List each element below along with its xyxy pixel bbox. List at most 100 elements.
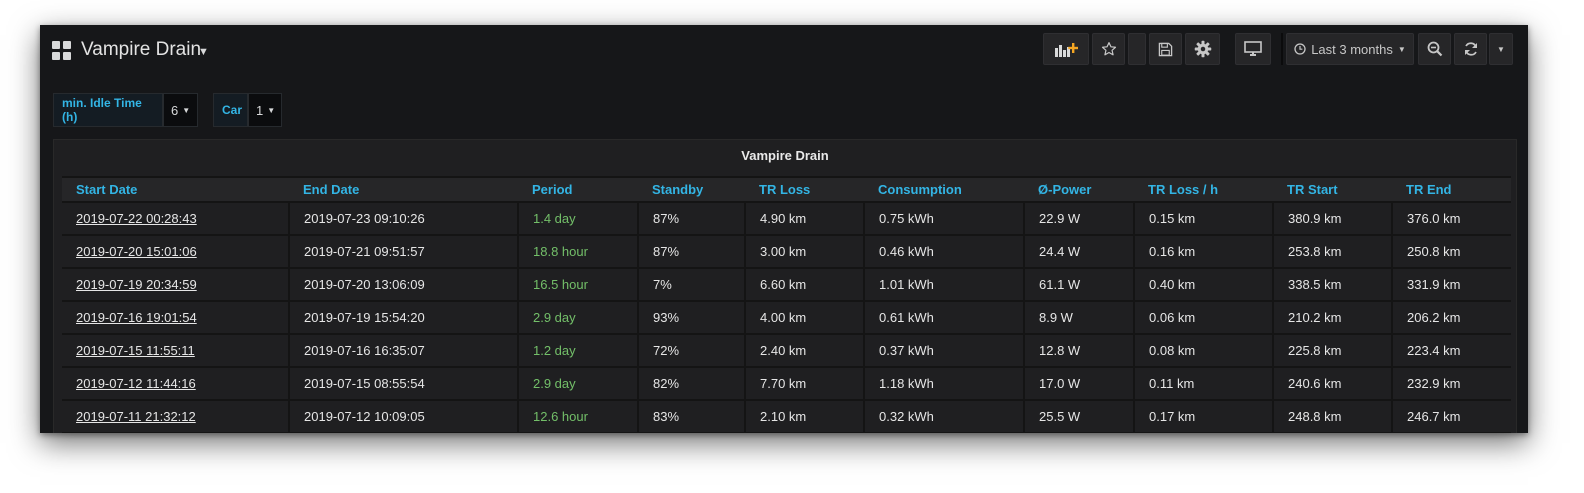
start-date-link[interactable]: 2019-07-22 00:28:43	[62, 202, 290, 236]
column-header-tr-start[interactable]: TR Start	[1273, 176, 1392, 203]
table-cell: 0.46 kWh	[864, 235, 1025, 269]
table-cell: 0.08 km	[1134, 334, 1274, 368]
column-header-end-date[interactable]: End Date	[289, 176, 518, 203]
table-cell: 3.00 km	[745, 235, 865, 269]
column-header-tr-loss[interactable]: TR Loss	[745, 176, 864, 203]
star-button[interactable]	[1092, 33, 1125, 65]
save-icon	[1158, 42, 1173, 56]
table-cell: 1.18 kWh	[864, 367, 1025, 401]
table-cell: 7%	[638, 268, 746, 302]
column-header-consumption[interactable]: Consumption	[864, 176, 1024, 203]
table-cell: 0.75 kWh	[864, 202, 1025, 236]
table-row: 2019-07-19 20:34:59 2019-07-20 13:06:09 …	[62, 268, 1511, 302]
table-header-row: Start Date End Date Period Standby TR Lo…	[62, 176, 1511, 203]
table-cell: 223.4 km	[1392, 334, 1511, 368]
add-panel-icon	[1055, 43, 1078, 57]
table-row: 2019-07-11 21:32:12 2019-07-12 10:09:05 …	[62, 400, 1511, 433]
settings-button[interactable]	[1185, 33, 1220, 65]
table-cell: 2019-07-20 13:06:09	[289, 268, 519, 302]
table-cell: 2019-07-16 16:35:07	[289, 334, 519, 368]
dashboard-grid-icon[interactable]	[52, 41, 72, 61]
table-cell: 0.06 km	[1134, 301, 1274, 335]
chevron-down-icon[interactable]: ▼	[198, 46, 209, 58]
chevron-down-icon: ▼	[1497, 44, 1505, 54]
table-cell: 6.60 km	[745, 268, 865, 302]
table-cell: 2.9 day	[518, 367, 639, 401]
table-cell: 206.2 km	[1392, 301, 1511, 335]
table-row: 2019-07-22 00:28:43 2019-07-23 09:10:26 …	[62, 202, 1511, 236]
table-cell: 0.40 km	[1134, 268, 1274, 302]
variable-select-idle-time[interactable]: 6 ▼	[163, 93, 198, 127]
panel-title[interactable]: Vampire Drain	[741, 148, 829, 163]
table-cell: 0.37 kWh	[864, 334, 1025, 368]
table-cell: 2019-07-12 10:09:05	[289, 400, 519, 433]
table-cell: 2019-07-19 15:54:20	[289, 301, 519, 335]
column-header-start-date[interactable]: Start Date	[62, 176, 289, 203]
table-cell: 0.32 kWh	[864, 400, 1025, 433]
table-cell: 87%	[638, 235, 746, 269]
table-row: 2019-07-20 15:01:06 2019-07-21 09:51:57 …	[62, 235, 1511, 269]
zoom-out-button[interactable]	[1418, 33, 1451, 65]
start-date-link[interactable]: 2019-07-20 15:01:06	[62, 235, 290, 269]
table-cell: 253.8 km	[1273, 235, 1393, 269]
table-cell: 1.01 kWh	[864, 268, 1025, 302]
variable-value-car: 1	[256, 102, 264, 118]
table-cell: 0.17 km	[1134, 400, 1274, 433]
start-date-link[interactable]: 2019-07-15 11:55:11	[62, 334, 290, 368]
table-cell: 380.9 km	[1273, 202, 1393, 236]
refresh-icon	[1464, 42, 1477, 56]
monitor-icon	[1244, 41, 1262, 56]
save-button[interactable]	[1149, 33, 1182, 65]
start-date-link[interactable]: 2019-07-12 11:44:16	[62, 367, 290, 401]
table-cell: 8.9 W	[1024, 301, 1135, 335]
table-cell: 2.10 km	[745, 400, 865, 433]
refresh-interval-dropdown[interactable]: ▼	[1489, 33, 1513, 65]
gear-icon	[1194, 40, 1211, 58]
table-cell: 17.0 W	[1024, 367, 1135, 401]
variable-label-car: Car	[213, 93, 248, 127]
dashboard-title[interactable]: Vampire Drain	[81, 39, 202, 60]
column-header-standby[interactable]: Standby	[638, 176, 745, 203]
tv-mode-button[interactable]	[1235, 33, 1271, 65]
table-row: 2019-07-16 19:01:54 2019-07-19 15:54:20 …	[62, 301, 1511, 335]
table-cell: 225.8 km	[1273, 334, 1393, 368]
dashboard-navbar: Vampire Drain ▼	[40, 25, 1528, 77]
table-cell: 376.0 km	[1392, 202, 1511, 236]
table-row: 2019-07-12 11:44:16 2019-07-15 08:55:54 …	[62, 367, 1511, 401]
chevron-down-icon: ▼	[1397, 44, 1406, 54]
table-cell: 24.4 W	[1024, 235, 1135, 269]
table-cell: 1.4 day	[518, 202, 639, 236]
chevron-down-icon: ▼	[182, 105, 191, 115]
grafana-window: Vampire Drain ▼	[40, 25, 1528, 433]
column-header-avg-power[interactable]: Ø-Power	[1024, 176, 1134, 203]
chevron-down-icon: ▼	[267, 105, 276, 115]
time-range-label: Last 3 months	[1311, 41, 1393, 57]
column-header-period[interactable]: Period	[518, 176, 638, 203]
start-date-link[interactable]: 2019-07-16 19:01:54	[62, 301, 290, 335]
column-header-tr-loss-per-hour[interactable]: TR Loss / h	[1134, 176, 1273, 203]
table-cell: 61.1 W	[1024, 268, 1135, 302]
variable-select-car[interactable]: 1 ▼	[248, 93, 282, 127]
add-panel-button[interactable]	[1043, 33, 1089, 65]
table-cell: 7.70 km	[745, 367, 865, 401]
table-cell: 2.40 km	[745, 334, 865, 368]
table-cell: 22.9 W	[1024, 202, 1135, 236]
variable-label-idle-time: min. Idle Time (h)	[53, 93, 163, 127]
table-cell: 4.00 km	[745, 301, 865, 335]
table-cell: 248.8 km	[1273, 400, 1393, 433]
table-cell: 12.8 W	[1024, 334, 1135, 368]
table-cell: 210.2 km	[1273, 301, 1393, 335]
column-header-tr-end[interactable]: TR End	[1392, 176, 1511, 203]
table-row: 2019-07-15 11:55:11 2019-07-16 16:35:07 …	[62, 334, 1511, 368]
start-date-link[interactable]: 2019-07-19 20:34:59	[62, 268, 290, 302]
time-picker-button[interactable]: Last 3 months ▼	[1286, 33, 1414, 65]
share-button[interactable]	[1128, 33, 1146, 65]
table-panel: Vampire Drain Start Date End Date Period…	[53, 139, 1517, 433]
refresh-button[interactable]	[1454, 33, 1487, 65]
table-cell: 240.6 km	[1273, 367, 1393, 401]
table-cell: 250.8 km	[1392, 235, 1511, 269]
table-cell: 246.7 km	[1392, 400, 1511, 433]
start-date-link[interactable]: 2019-07-11 21:32:12	[62, 400, 290, 433]
table-cell: 25.5 W	[1024, 400, 1135, 433]
variable-value-idle-time: 6	[171, 102, 179, 118]
